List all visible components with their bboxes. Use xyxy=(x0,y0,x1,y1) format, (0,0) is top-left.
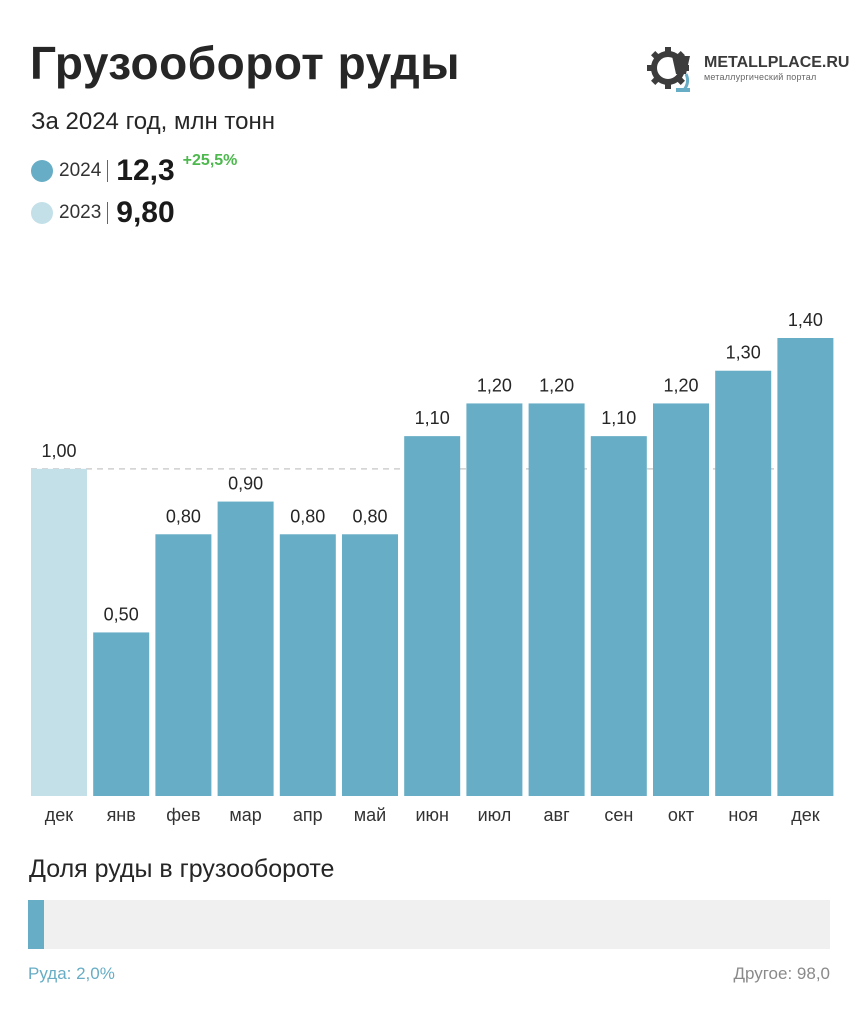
legend-total: 12,3 xyxy=(116,154,175,187)
bar-2024-авг xyxy=(528,403,585,796)
legend-year: 2023 xyxy=(59,202,102,223)
x-tick-label: июн xyxy=(415,805,449,825)
bar-2024-июн xyxy=(404,436,461,796)
x-tick-label: янв xyxy=(107,805,136,825)
legend-separator xyxy=(107,202,109,224)
legend-year: 2024 xyxy=(59,160,102,181)
legend-total: 9,80 xyxy=(116,196,175,229)
share-bar-track xyxy=(28,900,830,949)
data-label: 1,10 xyxy=(601,408,636,428)
bar-2024-июл xyxy=(466,403,523,796)
share-title: Доля руды в грузообороте xyxy=(29,855,335,883)
share-bar-fill-ore xyxy=(28,900,45,949)
data-label: 0,80 xyxy=(290,506,325,526)
bar-2024-ноя xyxy=(715,370,772,796)
logo-tagline: металлургический портал xyxy=(704,72,817,82)
brand-logo[interactable]: METALLPLACE.RU металлургический портал xyxy=(646,46,849,94)
data-label: 0,80 xyxy=(166,506,201,526)
legend-change: +25,5% xyxy=(182,152,238,169)
legend-dot-2024 xyxy=(31,160,53,182)
bar-2024-май xyxy=(342,534,398,796)
x-tick-label: май xyxy=(354,805,386,825)
data-label: 0,80 xyxy=(352,506,387,526)
data-label: 1,40 xyxy=(788,310,823,330)
x-tick-label: апр xyxy=(293,805,323,825)
bar-2024-сен xyxy=(590,436,647,796)
x-tick-label: мар xyxy=(229,805,261,825)
data-label: 0,90 xyxy=(228,474,263,494)
data-label: 1,10 xyxy=(415,408,450,428)
x-tick-label: сен xyxy=(604,805,633,825)
x-tick-label: июл xyxy=(478,805,512,825)
data-label: 1,20 xyxy=(539,375,574,395)
x-tick-label: ноя xyxy=(728,805,758,825)
data-label: 0,50 xyxy=(104,604,139,624)
data-label: 1,00 xyxy=(41,441,76,461)
legend-dot-2023 xyxy=(31,202,53,224)
x-tick-label: окт xyxy=(668,805,694,825)
legend-item-2024: 2024 12,3 +25,5% xyxy=(31,152,238,188)
data-label: 1,20 xyxy=(477,375,512,395)
bar-2024-дек xyxy=(777,338,834,796)
bar-2024-апр xyxy=(279,534,336,796)
bar-2024-мар xyxy=(217,501,274,796)
legend-item-2023: 2023 9,80 xyxy=(31,196,175,230)
share-label-other: Другое: 98,0 xyxy=(733,964,830,983)
bar-2024-янв xyxy=(93,632,150,796)
page-title: Грузооборот руды xyxy=(30,37,460,89)
data-label: 1,20 xyxy=(663,375,698,395)
data-label: 1,30 xyxy=(726,343,761,363)
bar-2024-окт xyxy=(653,403,709,796)
bar-2024-фев xyxy=(155,534,212,796)
bar-chart: 1,00 дек 0,50 янв 0,80 фев 0,90 мар 0,80 апр 0,80 м… xyxy=(31,310,834,825)
gear-ladle-icon xyxy=(647,47,690,92)
x-tick-label: дек xyxy=(45,805,74,825)
logo-name: METALLPLACE.RU xyxy=(704,54,850,71)
page-subtitle: За 2024 год, млн тонн xyxy=(31,108,275,135)
legend-separator xyxy=(107,160,109,182)
share-label-ore: Руда: 2,0% xyxy=(28,964,115,983)
x-tick-label: фев xyxy=(166,805,200,825)
x-tick-label: авг xyxy=(544,805,571,825)
bar-2023-дек xyxy=(31,468,87,796)
x-tick-label: дек xyxy=(791,805,820,825)
